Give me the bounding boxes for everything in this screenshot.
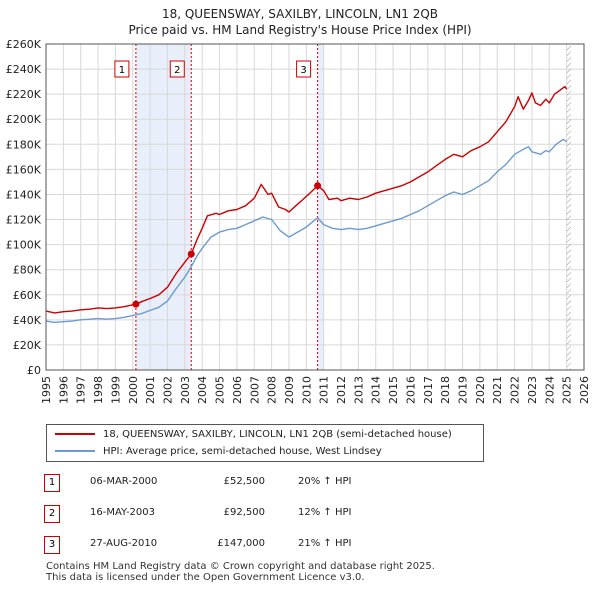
sale-hpi-diff: 21% ↑ HPI — [298, 538, 352, 549]
y-tick-label: £80K — [13, 264, 42, 277]
future-hatch — [566, 44, 571, 370]
sale-point — [132, 300, 140, 308]
x-tick-label: 1996 — [57, 376, 70, 404]
plot-frame — [45, 43, 585, 371]
y-tick-label: £0 — [27, 364, 41, 377]
sale-price: £52,500 — [223, 476, 265, 487]
sale-number-badge: 1 — [44, 474, 60, 492]
x-tick-label: 2015 — [387, 376, 400, 404]
y-tick-label: £240K — [6, 63, 42, 76]
x-tick-label: 2006 — [231, 376, 244, 404]
y-tick-label: £20K — [13, 339, 42, 352]
property-series-line — [45, 85, 568, 314]
y-tick-label: £220K — [6, 88, 42, 101]
x-tick-label: 2007 — [248, 376, 261, 404]
y-tick-label: £120K — [6, 214, 42, 227]
x-tick-label: 2000 — [127, 376, 140, 404]
y-tick-label: £260K — [6, 38, 42, 51]
sale-row: 2 16-MAY-2003 £92,500 12% ↑ HPI — [0, 505, 600, 525]
sale-hpi-diff: 20% ↑ HPI — [298, 476, 352, 487]
legend-label-property: 18, QUEENSWAY, SAXILBY, LINCOLN, LN1 2QB… — [103, 429, 452, 440]
y-tick-label: £200K — [6, 113, 42, 126]
sale-row: 3 27-AUG-2010 £147,000 21% ↑ HPI — [0, 536, 600, 556]
sale-price: £147,000 — [217, 538, 265, 549]
chart-title-line2: Price paid vs. HM Land Registry's House … — [128, 23, 472, 37]
x-tick-label: 2016 — [404, 376, 417, 404]
sale-number-badge: 3 — [44, 536, 60, 554]
x-tick-label: 1997 — [75, 376, 88, 404]
y-tick-label: £160K — [6, 163, 42, 176]
hpi-series-line — [45, 138, 568, 324]
legend-swatch-property — [55, 433, 95, 435]
x-tick-label: 2023 — [526, 376, 539, 404]
x-tick-label: 2017 — [422, 376, 435, 404]
x-tick-label: 2026 — [578, 376, 591, 404]
footer-attribution: Contains HM Land Registry data © Crown c… — [46, 561, 435, 583]
chart-title-line1: 18, QUEENSWAY, SAXILBY, LINCOLN, LN1 2QB — [161, 7, 439, 21]
x-tick-label: 2008 — [266, 376, 279, 404]
x-tick-label: 2001 — [144, 376, 157, 404]
sale-date: 27-AUG-2010 — [90, 538, 158, 549]
sale-date: 06-MAR-2000 — [90, 476, 158, 487]
sale-annotation-box — [169, 60, 185, 78]
footer-line1: Contains HM Land Registry data © Crown c… — [46, 561, 435, 572]
sale-annotation-label: 3 — [300, 65, 306, 76]
x-tick-label: 2004 — [196, 376, 209, 404]
y-tick-label: £140K — [6, 188, 42, 201]
legend-item-property: 18, QUEENSWAY, SAXILBY, LINCOLN, LN1 2QB… — [55, 427, 452, 443]
chart-title: 18, QUEENSWAY, SAXILBY, LINCOLN, LN1 2QB… — [0, 6, 600, 38]
sale-annotation-box — [114, 60, 130, 78]
price-chart: £0 £20K £40K £60K £80K £100K £120K £140K £160K £1… — [6, 38, 591, 404]
x-tick-label: 2013 — [352, 376, 365, 404]
x-tick-label: 1999 — [109, 376, 122, 404]
sale-point — [187, 250, 195, 258]
sale-period-shade — [135, 44, 192, 370]
legend-label-hpi: HPI: Average price, semi-detached house,… — [103, 446, 382, 457]
sale-period-shade — [317, 44, 324, 370]
x-tick-label: 2003 — [179, 376, 192, 404]
x-tick-label: 2025 — [561, 376, 574, 404]
x-tick-label: 2012 — [335, 376, 348, 404]
x-tick-label: 2010 — [300, 376, 313, 404]
x-tick-label: 2009 — [283, 376, 296, 404]
y-tick-label: £60K — [13, 289, 42, 302]
x-tick-label: 2005 — [214, 376, 227, 404]
sale-annotation-label: 2 — [174, 65, 180, 76]
y-tick-label: £180K — [6, 138, 42, 151]
legend-item-hpi: HPI: Average price, semi-detached house,… — [55, 444, 382, 460]
x-tick-label: 2024 — [543, 376, 556, 404]
x-tick-label: 2002 — [161, 376, 174, 404]
sale-row: 1 06-MAR-2000 £52,500 20% ↑ HPI — [0, 474, 600, 494]
sale-number-badge: 2 — [44, 505, 60, 523]
sale-hpi-diff: 12% ↑ HPI — [298, 507, 352, 518]
x-tick-label: 1998 — [92, 376, 105, 404]
x-tick-label: 2014 — [370, 376, 383, 404]
x-tick-label: 2022 — [509, 376, 522, 404]
legend-swatch-hpi — [55, 450, 95, 452]
sale-price: £92,500 — [223, 507, 265, 518]
y-tick-label: £40K — [13, 314, 42, 327]
y-tick-label: £100K — [6, 239, 42, 252]
x-tick-label: 2019 — [457, 376, 470, 404]
chart-legend: 18, QUEENSWAY, SAXILBY, LINCOLN, LN1 2QB… — [46, 424, 484, 462]
sale-date: 16-MAY-2003 — [90, 507, 156, 518]
x-tick-label: 1995 — [40, 376, 53, 404]
x-tick-label: 2011 — [318, 376, 331, 404]
x-tick-label: 2018 — [439, 376, 452, 404]
sale-point — [314, 182, 322, 190]
x-tick-label: 2020 — [474, 376, 487, 404]
footer-line2: This data is licensed under the Open Gov… — [46, 572, 365, 583]
sale-annotation-label: 1 — [119, 65, 125, 76]
x-tick-label: 2021 — [491, 376, 504, 404]
sale-annotation-box — [296, 60, 312, 78]
